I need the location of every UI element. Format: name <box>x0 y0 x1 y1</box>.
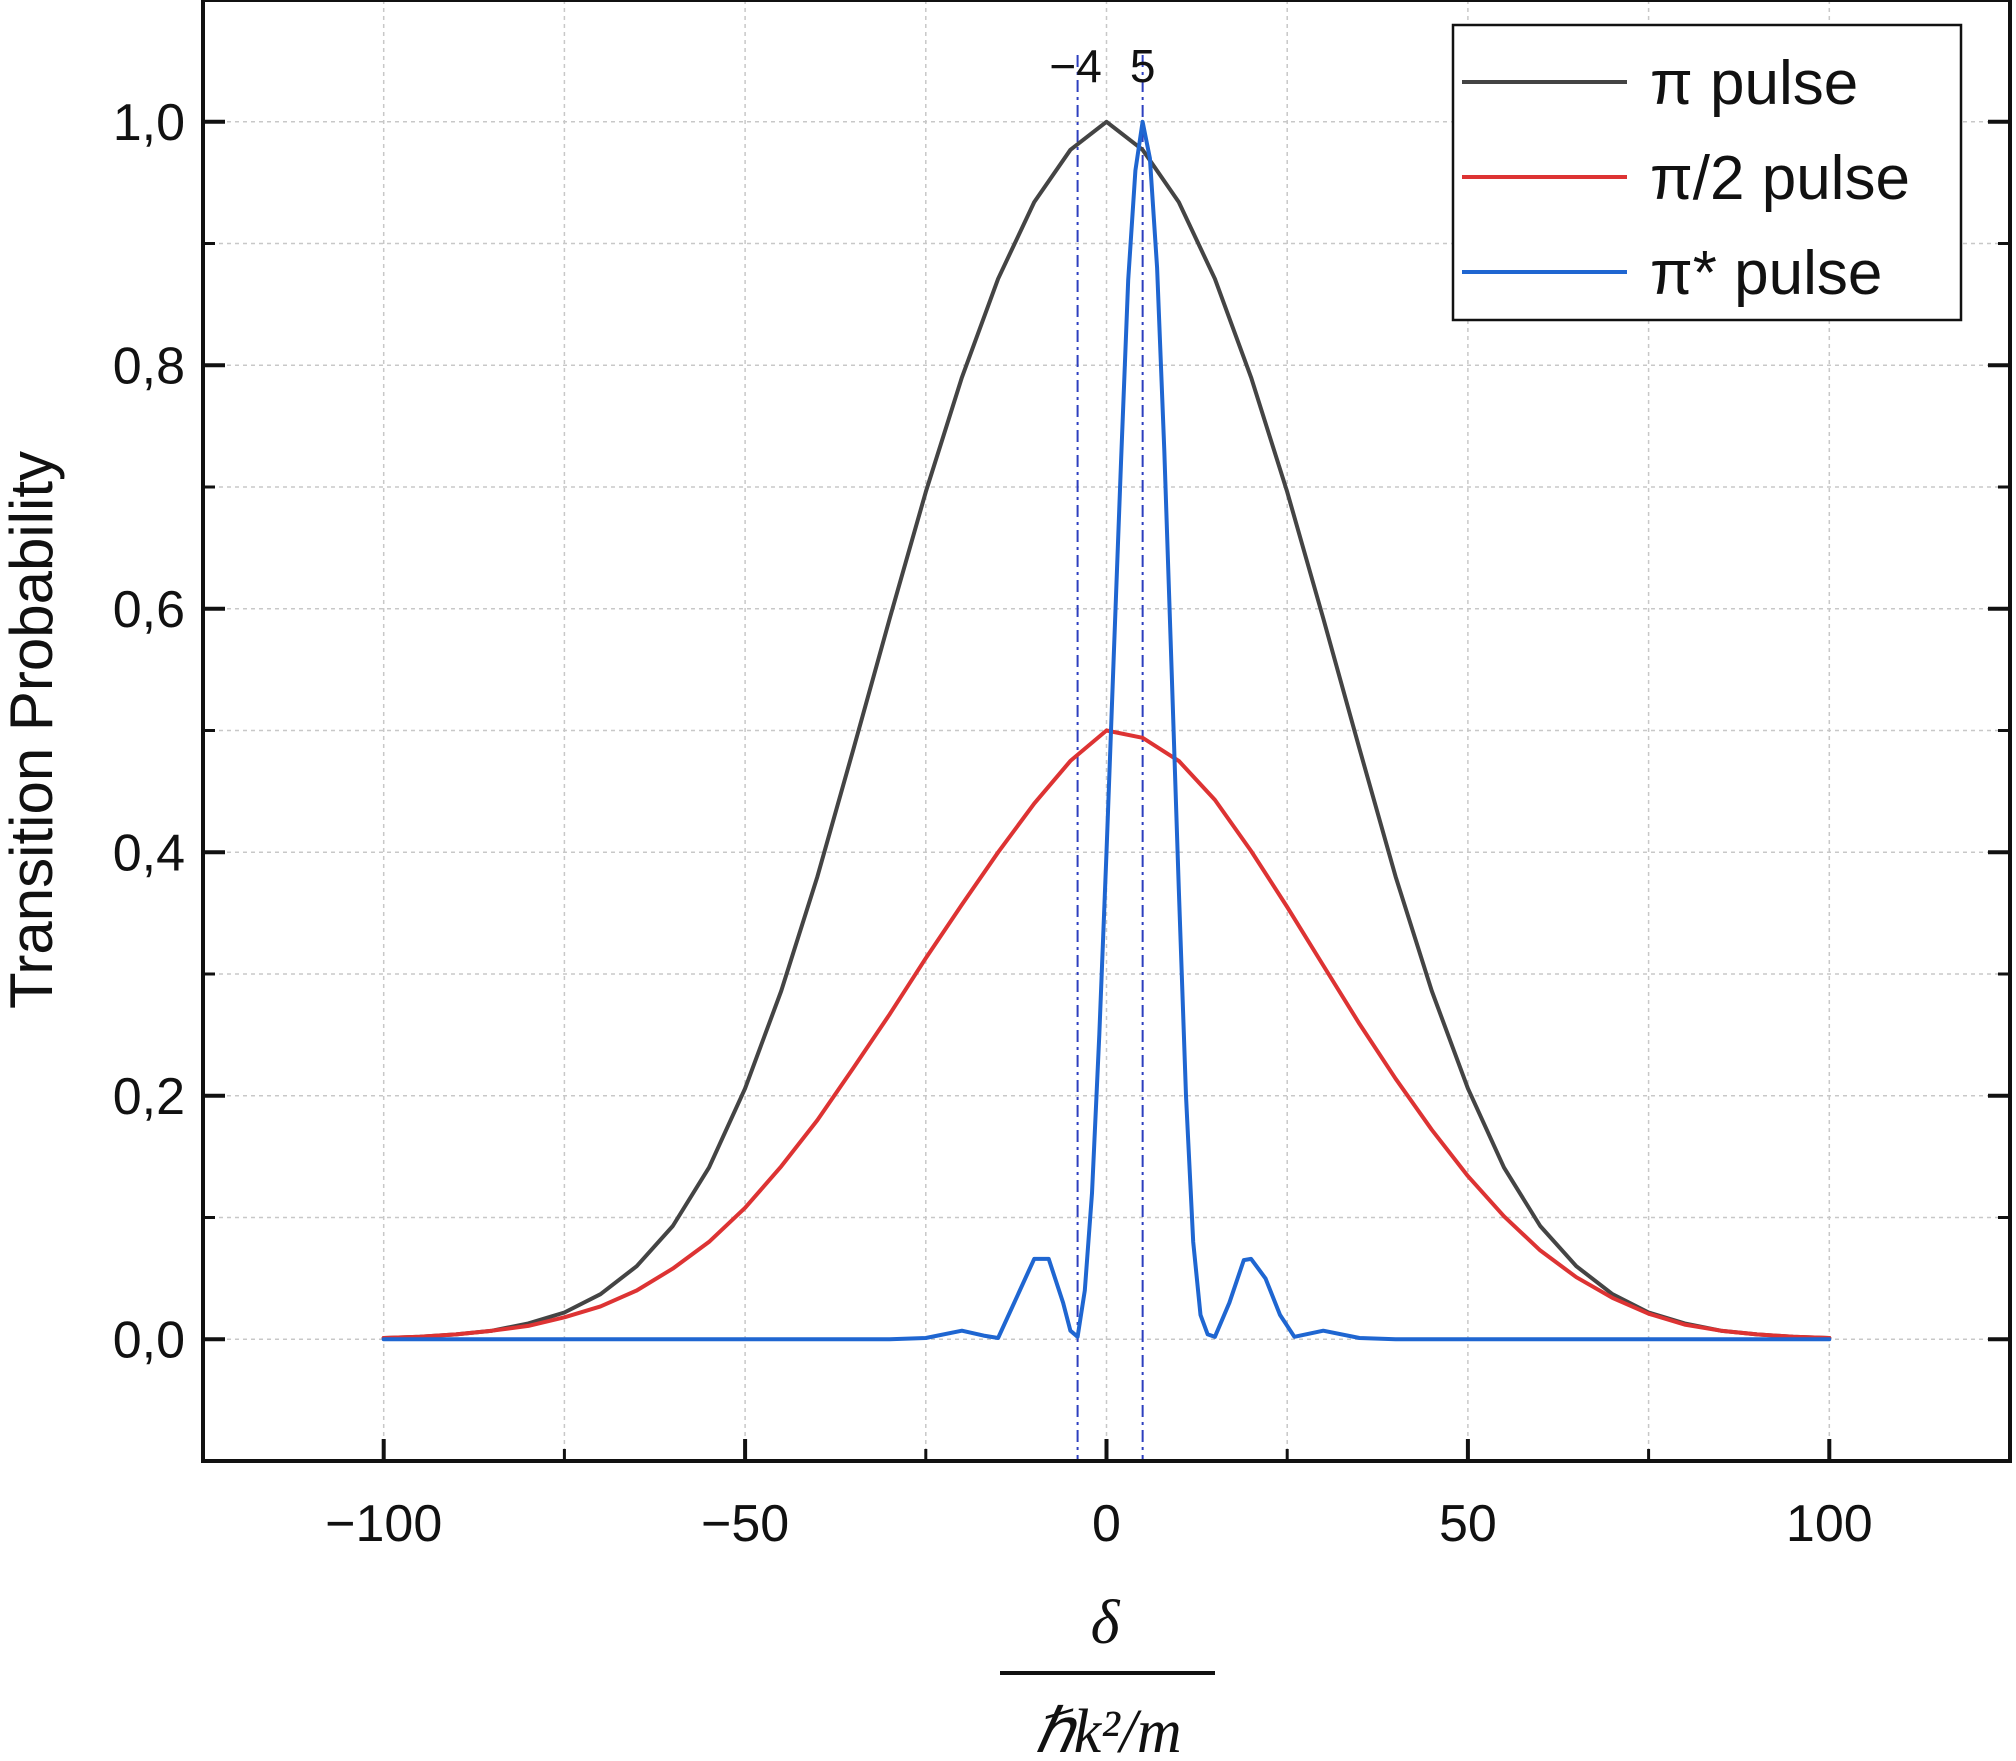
legend-label: π/2 pulse <box>1650 144 1910 213</box>
x-tick-label: 50 <box>1439 1495 1497 1553</box>
y-tick-label: 0,2 <box>113 1068 185 1126</box>
y-tick-label: 0,4 <box>113 824 185 882</box>
series-layer <box>381 119 1832 1342</box>
x-tick-label: 0 <box>1092 1495 1121 1553</box>
ticks <box>201 0 2012 1463</box>
tick-labels: −100 −50 0 50 100 0,0 0,2 0,4 0,6 0,8 1,0 <box>113 94 1873 1553</box>
vertical-marker-label: 5 <box>1130 40 1156 92</box>
x-tick-label: −50 <box>701 1495 789 1553</box>
y-tick-label: 1,0 <box>113 94 185 152</box>
y-tick-label: 0,8 <box>113 337 185 395</box>
x-axis-title-denominator: ℏk²/m <box>1034 1698 1181 1761</box>
legend: π pulse π/2 pulse π* pulse <box>1451 23 1963 322</box>
y-tick-label: 0,6 <box>113 581 185 639</box>
vertical-marker-label: −4 <box>1049 40 1101 92</box>
x-tick-label: −100 <box>325 1495 442 1553</box>
legend-label: π pulse <box>1650 49 1858 118</box>
vertical-markers: −4 5 <box>1049 40 1155 1461</box>
x-axis-title-numerator: δ <box>1091 1589 1121 1657</box>
series-line-2 <box>381 119 1832 1342</box>
legend-label: π* pulse <box>1650 239 1882 308</box>
series-line-1 <box>381 728 1832 1340</box>
x-tick-label: 100 <box>1786 1495 1873 1553</box>
series-line-0 <box>381 119 1832 1340</box>
y-tick-label: 0,0 <box>113 1311 185 1369</box>
y-axis-title: Transition Probability <box>0 451 65 1009</box>
